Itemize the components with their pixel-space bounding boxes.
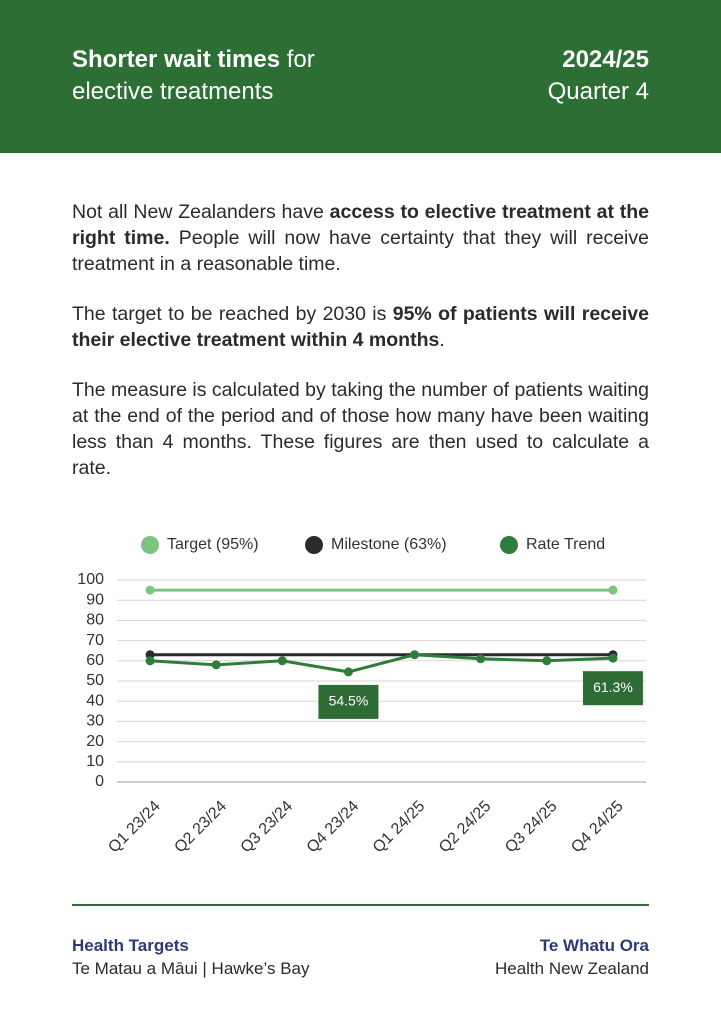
x-tick-label: Q1 23/24 [105, 798, 164, 857]
value-label: 54.5% [329, 693, 369, 709]
title-segment: Shorter wait times [72, 46, 281, 73]
paragraph: Not all New Zealanders have access to el… [72, 199, 649, 277]
y-tick-label: 100 [77, 571, 104, 588]
x-tick-label: Q2 23/24 [171, 798, 230, 857]
legend-label: Milestone (63%) [331, 536, 447, 553]
y-tick-label: 40 [86, 692, 104, 709]
year: 2024/25 [562, 46, 649, 73]
x-tick-label: Q1 24/25 [370, 798, 429, 857]
legend-marker [141, 536, 159, 554]
marker [211, 660, 221, 670]
text-segment: The measure is calculated by taking the … [72, 379, 649, 479]
y-tick-label: 60 [86, 652, 104, 669]
title: Shorter wait times for [72, 44, 315, 76]
text-segment: 95% of patients will receive their elect… [72, 303, 649, 351]
y-tick-label: 10 [86, 753, 104, 770]
x-tick-label: Q3 24/25 [502, 798, 561, 857]
footer-subtitle: Te Matau a Māui | Hawke’s Bay [72, 959, 310, 978]
paragraph: The target to be reached by 2030 is 95% … [72, 301, 649, 353]
footer-left: Health Targets Te Matau a Māui | Hawke’s… [72, 934, 310, 980]
y-tick-label: 90 [86, 591, 104, 608]
marker [410, 650, 420, 660]
value-label-box [318, 684, 379, 719]
y-tick-label: 30 [86, 713, 104, 730]
footer-right: Te Whatu Ora Health New Zealand [495, 934, 649, 980]
legend-marker [305, 536, 323, 554]
body-text: Not all New Zealanders have access to el… [72, 199, 649, 505]
y-tick-label: 0 [95, 773, 104, 790]
x-tick-label: Q4 24/25 [568, 798, 627, 857]
footer-subtitle: Health New Zealand [494, 959, 649, 978]
legend-label: Target (95%) [167, 536, 259, 553]
value-label-box [582, 671, 643, 706]
legend-label: Rate Trend [526, 536, 605, 553]
text-segment: access to elective treatment at the righ… [72, 201, 650, 249]
marker [476, 654, 486, 664]
marker [343, 667, 353, 677]
x-tick-label: Q3 23/24 [238, 798, 297, 857]
marker [608, 653, 618, 663]
title-segment: for [280, 46, 315, 73]
marker [542, 656, 552, 666]
text-segment: The target to be reached by 2030 is [72, 303, 393, 325]
y-tick-label: 70 [86, 632, 104, 649]
value-label: 61.3% [593, 679, 633, 695]
text-segment: People will now have certainty that they… [72, 227, 649, 275]
marker [608, 585, 618, 595]
marker [145, 585, 155, 595]
legend-marker [500, 536, 518, 554]
text-segment: Not all New Zealanders have [72, 201, 330, 223]
marker [277, 656, 287, 666]
x-tick-label: Q2 24/25 [436, 798, 495, 857]
series-line [149, 653, 613, 674]
footer-title: Health Targets [72, 936, 189, 955]
subtitle: elective treatments [72, 78, 274, 105]
y-tick-label: 80 [86, 612, 104, 629]
header-right: 2024/25 Quarter 4 [548, 44, 649, 108]
y-tick-label: 20 [86, 733, 104, 750]
x-tick-label: Q4 23/24 [304, 798, 363, 857]
header-left: Shorter wait times for elective treatmen… [72, 44, 315, 108]
y-tick-label: 50 [86, 672, 104, 689]
quarter: Quarter 4 [547, 78, 649, 105]
footer-title: Te Whatu Ora [539, 936, 649, 955]
text-segment: . [439, 329, 445, 351]
paragraph: The measure is calculated by taking the … [72, 377, 649, 481]
marker [145, 656, 155, 666]
footer-rule [72, 904, 649, 906]
header: Shorter wait times for elective treatmen… [0, 0, 721, 153]
